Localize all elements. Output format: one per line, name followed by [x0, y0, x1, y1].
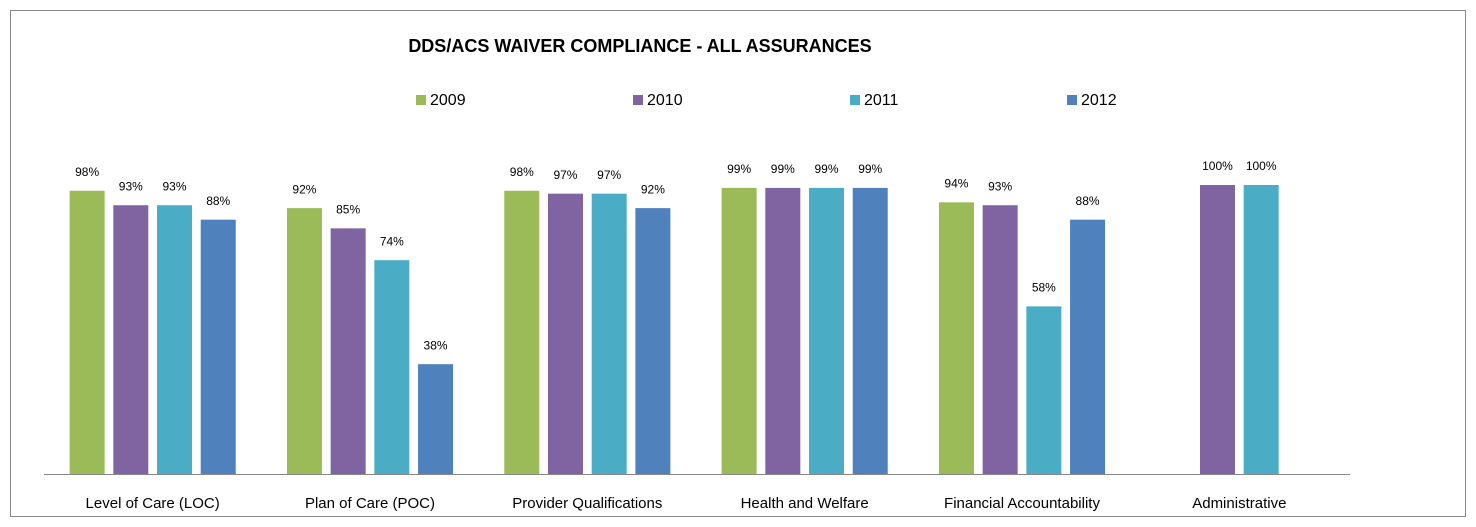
data-label: 98%: [75, 165, 99, 179]
bar: [1199, 185, 1235, 474]
bar: [591, 193, 627, 475]
legend-swatch: [633, 95, 643, 105]
bar: [1070, 219, 1106, 474]
data-label: 93%: [163, 179, 187, 193]
data-label: 92%: [641, 182, 665, 196]
legend-swatch: [1067, 95, 1077, 105]
data-label: 99%: [727, 162, 751, 176]
data-label: 99%: [771, 162, 795, 176]
bar: [330, 228, 366, 474]
bar: [635, 208, 671, 474]
bar: [286, 208, 322, 474]
data-label: 58%: [1032, 281, 1056, 295]
bar: [1026, 306, 1062, 474]
data-label: 94%: [944, 177, 968, 191]
bar: [765, 187, 801, 474]
bar: [374, 260, 410, 474]
bar: [113, 205, 149, 475]
bar: [809, 187, 845, 474]
bar: [1243, 185, 1279, 474]
bar: [547, 193, 583, 475]
data-label: 98%: [510, 165, 534, 179]
legend-label: 2009: [430, 92, 466, 109]
legend-swatch: [850, 95, 860, 105]
data-label: 74%: [380, 234, 404, 248]
bar: [418, 364, 454, 474]
data-label: 38%: [424, 338, 448, 352]
x-tick-label: Plan of Care (POC): [305, 495, 435, 512]
bar: [504, 190, 540, 474]
x-tick-label: Provider Qualifications: [512, 495, 662, 512]
legend-label: 2012: [1081, 92, 1117, 109]
data-label: 100%: [1202, 159, 1233, 173]
x-tick-label: Financial Accountability: [944, 495, 1100, 512]
bar: [982, 205, 1018, 475]
chart-title: DDS/ACS WAIVER COMPLIANCE - ALL ASSURANC…: [408, 36, 871, 56]
bar: [938, 202, 974, 474]
data-label: 93%: [119, 179, 143, 193]
data-label: 93%: [988, 179, 1012, 193]
data-label: 97%: [597, 168, 621, 182]
legend-label: 2011: [864, 92, 899, 109]
data-label: 97%: [553, 168, 577, 182]
x-tick-label: Level of Care (LOC): [86, 495, 220, 512]
data-label: 99%: [815, 162, 839, 176]
bar: [852, 187, 888, 474]
x-tick-label: Health and Welfare: [741, 495, 869, 512]
bar: [69, 190, 105, 474]
legend-label: 2010: [647, 92, 683, 109]
x-tick-label: Administrative: [1192, 495, 1286, 512]
data-label: 100%: [1246, 159, 1277, 173]
bar: [157, 205, 193, 475]
data-label: 88%: [206, 194, 230, 208]
data-label: 92%: [292, 182, 316, 196]
bar: [200, 219, 236, 474]
legend-swatch: [416, 95, 426, 105]
data-label: 85%: [336, 203, 360, 217]
data-label: 99%: [858, 162, 882, 176]
bar: [721, 187, 757, 474]
data-label: 88%: [1076, 194, 1100, 208]
